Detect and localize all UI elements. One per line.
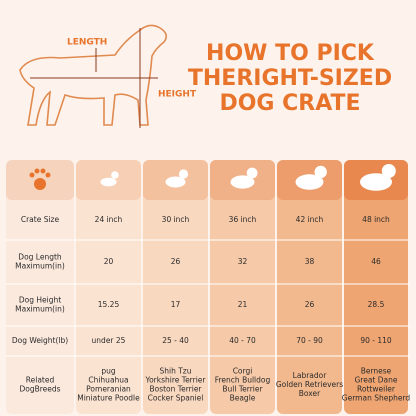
dog-icon: [111, 171, 119, 179]
table-cell: Shih Tzu: [159, 367, 191, 376]
paw-icon: [45, 172, 51, 178]
dog-icon: [381, 164, 396, 178]
column-bg: [143, 160, 208, 414]
dog-icon: [360, 173, 392, 191]
dog-icon: [178, 169, 189, 179]
table-cell: 48 inch: [362, 215, 390, 224]
table-cell: German Shepherd: [342, 394, 411, 403]
table-cell: Miniature Poodle: [77, 394, 140, 403]
table-cell: 25 - 40: [162, 336, 189, 345]
table-cell: 32: [238, 257, 248, 266]
table-cell: Beagle: [230, 394, 256, 403]
table-cell: Boxer: [299, 389, 321, 398]
table-cell: under 25: [92, 336, 126, 345]
dog-diagram: [19, 24, 168, 128]
table-cell: 46: [371, 257, 381, 266]
table-cell: Yorkshire Terrier: [145, 376, 207, 385]
table-cell: 20: [104, 257, 114, 266]
table-cell: Labrador: [293, 371, 328, 380]
table-cell: Rottweiler: [357, 385, 396, 394]
dog-icon: [230, 175, 255, 189]
column-bg: [6, 160, 74, 414]
table-cell: Pomeranian: [86, 385, 131, 394]
table-cell: 90 - 110: [360, 336, 392, 345]
paw-icon: [29, 172, 35, 178]
table-cell: Golden Retrievers: [276, 380, 343, 389]
table-cell: 30 inch: [162, 215, 190, 224]
table-cell: 21: [238, 300, 248, 309]
title-line: HOW TO PICK: [206, 41, 375, 66]
paw-icon: [40, 168, 46, 174]
dog-icon: [100, 177, 117, 187]
table-cell: 70 - 90: [296, 336, 323, 345]
table-cell: Boston Terrier: [149, 385, 202, 394]
height-label: HEIGHT: [158, 90, 197, 100]
table-cell: pug: [101, 367, 116, 376]
column-bg: [76, 160, 141, 414]
table-cell: 26: [171, 257, 181, 266]
table-cell: Cocker Spaniel: [148, 394, 204, 403]
column-bg: [344, 160, 408, 414]
row-header: Related: [26, 376, 55, 385]
table-cell: 40 - 70: [229, 336, 256, 345]
table-cell: 36 inch: [229, 215, 257, 224]
row-header: Maximum(in): [15, 262, 65, 271]
column-bg: [210, 160, 275, 414]
table-cell: Corgi: [233, 367, 253, 376]
dog-icon: [246, 167, 258, 179]
table-cell: 28.5: [368, 300, 385, 309]
dog-icon: [314, 165, 327, 179]
length-label: LENGTH: [67, 38, 107, 48]
table-cell: Great Dane: [354, 376, 397, 385]
row-header: Dog Weight(lb): [12, 336, 68, 345]
row-header: DogBreeds: [19, 385, 60, 394]
title-line: THERIGHT-SIZED: [188, 66, 392, 91]
size-table: Crate Size 24 inch 30 inch 36 inch 42 inch 48…: [6, 160, 410, 414]
table-cell: Chihuahua: [88, 376, 128, 385]
title-line: DOG CRATE: [219, 91, 360, 116]
row-header: Crate Size: [21, 215, 60, 224]
dog-icon: [295, 174, 324, 190]
dog-icon: [165, 176, 186, 188]
table-cell: 17: [171, 300, 181, 309]
paw-icon: [34, 178, 46, 190]
row-header: Maximum(in): [15, 305, 65, 314]
table-cell: Bull Terrier: [222, 385, 263, 394]
table-cell: 26: [305, 300, 315, 309]
table-cell: French Bulldog: [215, 376, 271, 385]
table-cell: 24 inch: [95, 215, 123, 224]
table-cell: 15.25: [98, 300, 120, 309]
table-cell: Bernese: [361, 367, 392, 376]
paw-icon: [34, 168, 40, 174]
table-cell: 38: [305, 257, 315, 266]
table-cell: 42 inch: [296, 215, 324, 224]
column-bg: [277, 160, 342, 414]
row-header: Dog Height: [19, 296, 61, 305]
row-header: Dog Length: [18, 253, 62, 262]
